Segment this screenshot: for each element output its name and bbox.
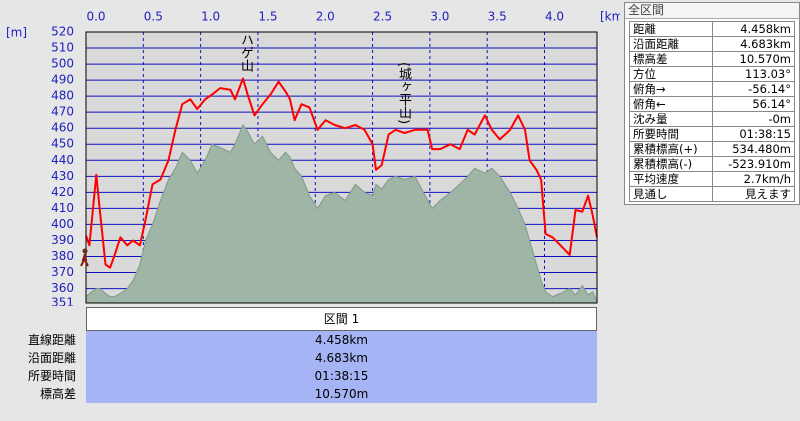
- summary-value: 01:38:15: [712, 126, 795, 142]
- summary-label: 標高差: [628, 51, 714, 67]
- y-tick-label: 520: [51, 25, 74, 39]
- summary-value: 113.03°: [712, 66, 795, 82]
- y-tick-label: 351: [51, 296, 74, 307]
- summary-value: -56.14°: [712, 81, 795, 97]
- x-tick-label: 2.0: [316, 10, 335, 24]
- summary-table: 距離 4.458km 沿面距離 4.683km 標高差 10.570m 方位 113.03° 俯…: [628, 21, 795, 202]
- summary-panel: 全区間 距離 4.458km 沿面距離 4.683km 標高差 10.570m 方位 113.…: [624, 2, 800, 205]
- section-header: 区間 1: [86, 307, 597, 331]
- peak-annotation: (城ヶ平山): [396, 62, 411, 125]
- summary-row: 方位 113.03°: [628, 66, 795, 82]
- summary-value: 見えます: [712, 186, 795, 202]
- y-tick-label: 420: [51, 185, 74, 199]
- summary-row: 累積標高(-) -523.910m: [628, 156, 795, 172]
- x-axis-unit: [km]: [600, 10, 620, 24]
- summary-row: 沿面距離 4.683km: [628, 36, 795, 52]
- y-tick-label: 450: [51, 137, 74, 151]
- x-tick-label: 1.5: [258, 10, 277, 24]
- y-tick-label: 440: [51, 153, 74, 167]
- summary-label: 俯角←: [628, 96, 714, 112]
- x-tick-label: 2.5: [373, 10, 392, 24]
- summary-label: 沈み量: [628, 111, 714, 127]
- y-tick-label: 400: [51, 217, 74, 231]
- x-tick-label: 3.0: [430, 10, 449, 24]
- row-label: 所要時間: [27, 369, 76, 383]
- row-value: 4.458km: [86, 331, 597, 349]
- summary-label: 見通し: [628, 186, 714, 202]
- section-row: 標高差 10.570m: [0, 385, 600, 403]
- row-label: 標高差: [39, 387, 76, 401]
- summary-label: 所要時間: [628, 126, 714, 142]
- y-tick-label: 480: [51, 89, 74, 103]
- summary-value: 4.683km: [712, 36, 795, 52]
- summary-row: 平均速度 2.7km/h: [628, 171, 795, 187]
- row-value: 4.683km: [86, 349, 597, 367]
- summary-label: 累積標高(-): [628, 156, 714, 172]
- y-tick-label: 500: [51, 57, 74, 71]
- y-tick-label: 360: [51, 281, 74, 295]
- x-tick-label: 0.0: [86, 10, 105, 24]
- summary-row: 標高差 10.570m: [628, 51, 795, 67]
- summary-row: 見通し 見えます: [628, 186, 795, 202]
- summary-row: 累積標高(+) 534.480m: [628, 141, 795, 157]
- panel-title: 全区間: [625, 3, 799, 19]
- peak-annotation: ハゲ山: [238, 33, 253, 72]
- summary-label: 距離: [628, 21, 714, 37]
- y-tick-label: 380: [51, 249, 74, 263]
- marks: [85, 77, 598, 304]
- summary-value: 2.7km/h: [712, 171, 795, 187]
- row-value: 01:38:15: [86, 367, 597, 385]
- row-label: 沿面距離: [27, 351, 76, 365]
- section-table: 区間 1 直線距離 4.458km 沿面距離 4.683km 所要時間 01:38:15 標…: [0, 307, 600, 403]
- summary-row: 所要時間 01:38:15: [628, 126, 795, 142]
- summary-value: 534.480m: [712, 141, 795, 157]
- summary-label: 沿面距離: [628, 36, 714, 52]
- x-tick-label: 3.5: [488, 10, 507, 24]
- y-tick-label: 490: [51, 73, 74, 87]
- summary-value: 4.458km: [712, 21, 795, 37]
- summary-label: 累積標高(+): [628, 141, 714, 157]
- summary-value: 56.14°: [712, 96, 795, 112]
- elevation-line: [85, 77, 598, 269]
- summary-label: 俯角→: [628, 81, 714, 97]
- section-row: 直線距離 4.458km: [0, 331, 600, 349]
- summary-row: 俯角← 56.14°: [628, 96, 795, 112]
- x-tick-label: 1.0: [201, 10, 220, 24]
- y-tick-label: 390: [51, 233, 74, 247]
- y-tick-label: 430: [51, 169, 74, 183]
- y-tick-label: 460: [51, 121, 74, 135]
- y-tick-label: 470: [51, 105, 74, 119]
- y-axis-unit: [m]: [6, 26, 27, 40]
- summary-row: 距離 4.458km: [628, 21, 795, 37]
- section-row: 所要時間 01:38:15: [0, 367, 600, 385]
- summary-value: -523.910m: [712, 156, 795, 172]
- terrain-area: [85, 123, 598, 304]
- summary-value: 10.570m: [712, 51, 795, 67]
- summary-label: 平均速度: [628, 171, 714, 187]
- hiker-icon: [80, 248, 89, 267]
- x-tick-label: 0.5: [144, 10, 163, 24]
- row-value: 10.570m: [86, 385, 597, 403]
- y-tick-label: 510: [51, 41, 74, 55]
- y-tick-label: 410: [51, 201, 74, 215]
- summary-row: 沈み量 -0m: [628, 111, 795, 127]
- section-row: 沿面距離 4.683km: [0, 349, 600, 367]
- elevation-chart: [m] [km] 520 510 500 490 480 470 460 450 440 430 4…: [6, 10, 620, 307]
- plot-frame: [85, 31, 598, 304]
- y-tick-label: 370: [51, 265, 74, 279]
- x-tick-label: 4.0: [545, 10, 564, 24]
- summary-row: 俯角→ -56.14°: [628, 81, 795, 97]
- summary-value: -0m: [712, 111, 795, 127]
- row-label: 直線距離: [27, 333, 76, 347]
- summary-label: 方位: [628, 66, 714, 82]
